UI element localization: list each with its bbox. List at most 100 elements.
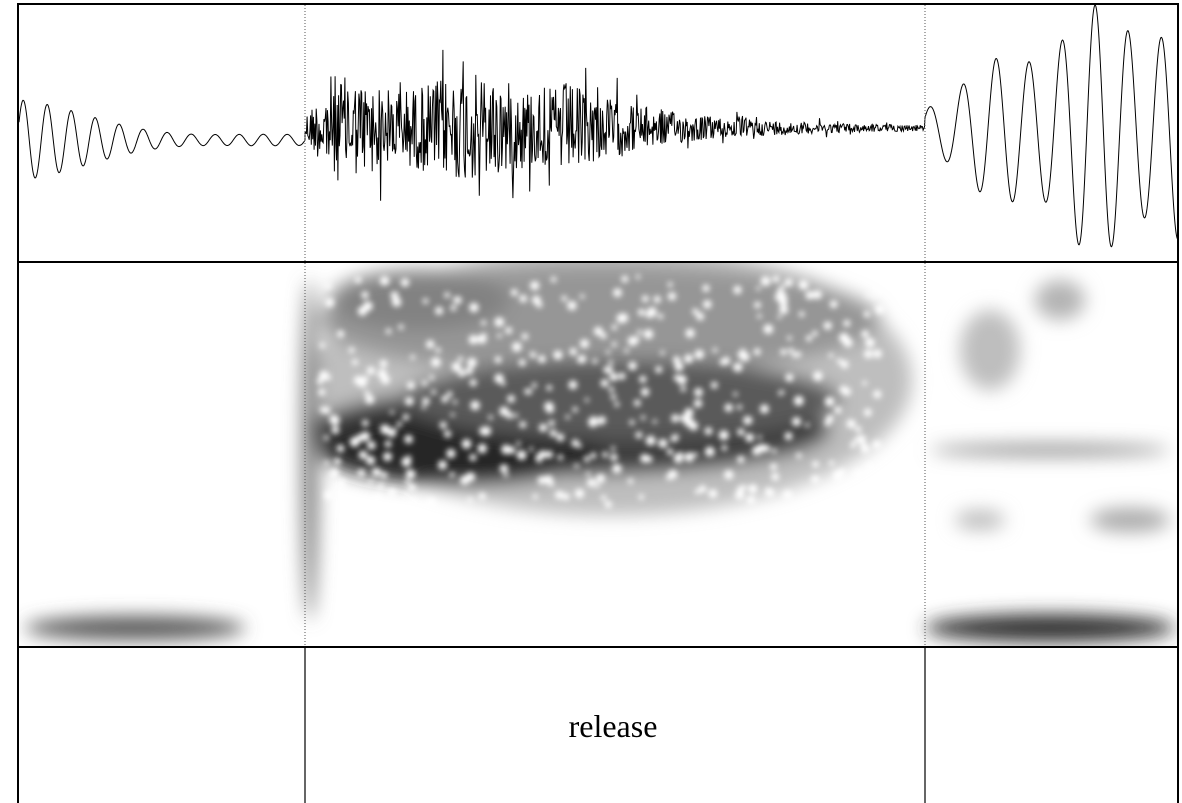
- speckle: [833, 471, 843, 482]
- speckle: [364, 390, 370, 396]
- speckle: [402, 414, 410, 421]
- speckle: [693, 452, 699, 457]
- speckle: [855, 426, 862, 433]
- speckle: [372, 497, 378, 503]
- spectrogram-speckle: [316, 272, 885, 509]
- speckle: [379, 359, 388, 368]
- speckle: [780, 284, 785, 289]
- speckle: [435, 306, 444, 315]
- speckle: [429, 374, 435, 381]
- speckle: [828, 460, 835, 466]
- speckle: [694, 387, 703, 397]
- energy-blob: [930, 444, 1170, 456]
- speckle: [408, 497, 416, 505]
- speckle: [621, 275, 629, 283]
- energy-blob: [955, 510, 1005, 530]
- speckle: [791, 352, 797, 358]
- speckle: [777, 314, 782, 319]
- speckle: [784, 432, 793, 441]
- speckle: [743, 415, 753, 425]
- speckle: [609, 372, 618, 382]
- speckle: [408, 483, 416, 492]
- speckle: [396, 421, 403, 427]
- speckle: [823, 321, 832, 330]
- speckle: [645, 435, 656, 446]
- speckle: [384, 440, 392, 448]
- speckle: [400, 278, 410, 287]
- speckle: [640, 415, 646, 420]
- speckle: [671, 414, 680, 423]
- speckle: [840, 360, 849, 369]
- speckle: [757, 313, 762, 319]
- speckle: [600, 495, 607, 501]
- speckle: [426, 498, 436, 508]
- speckle: [421, 380, 428, 386]
- speckle: [680, 386, 686, 392]
- speckle: [606, 501, 612, 507]
- speckle: [741, 484, 747, 490]
- speckle: [708, 489, 718, 499]
- speckle: [779, 305, 789, 315]
- speckle: [787, 335, 792, 341]
- speckle: [639, 375, 647, 383]
- speckle: [318, 388, 326, 396]
- speckle: [872, 440, 882, 449]
- speckle: [733, 285, 742, 295]
- speckle: [600, 332, 607, 339]
- speckle: [422, 298, 429, 304]
- speckle: [861, 273, 867, 279]
- speckle: [608, 360, 614, 365]
- speckle: [874, 475, 883, 483]
- speckle: [863, 408, 872, 417]
- speckle: [362, 419, 369, 427]
- speckle: [694, 489, 700, 495]
- speckle: [595, 483, 600, 489]
- speckle: [824, 396, 835, 407]
- speckle: [513, 413, 519, 418]
- speckle: [771, 448, 777, 454]
- speckle: [627, 478, 634, 484]
- speckle: [693, 399, 703, 408]
- speckle: [336, 330, 345, 338]
- speckle: [531, 382, 537, 388]
- speckle: [759, 404, 769, 414]
- speckle: [667, 292, 677, 301]
- speckle: [574, 463, 579, 469]
- speckle: [454, 296, 462, 305]
- speckle: [565, 414, 570, 420]
- speckle: [360, 431, 371, 442]
- speckle: [357, 306, 368, 316]
- speckle: [446, 448, 456, 459]
- speckle: [737, 351, 745, 359]
- speckle: [477, 334, 487, 344]
- speckle: [611, 324, 618, 331]
- speckle: [771, 472, 780, 481]
- speckle: [377, 483, 384, 490]
- speckle: [813, 371, 823, 381]
- speckle: [853, 437, 858, 442]
- speckle: [772, 275, 780, 283]
- speckle: [494, 356, 502, 364]
- speckle: [779, 390, 785, 395]
- speckle: [851, 490, 860, 499]
- speckle: [548, 480, 555, 487]
- speckle: [494, 373, 504, 384]
- speckle: [516, 441, 521, 447]
- speckle: [379, 276, 390, 286]
- speckle: [856, 434, 866, 444]
- speckle: [846, 496, 854, 504]
- speckle: [405, 469, 416, 480]
- speckle: [333, 458, 341, 465]
- speckle: [425, 340, 435, 349]
- speckle: [586, 478, 596, 488]
- speckle: [494, 317, 505, 327]
- speckle: [324, 460, 330, 466]
- energy-blob: [330, 270, 510, 330]
- speckle: [537, 476, 546, 485]
- speckle: [329, 468, 339, 478]
- speckle: [666, 448, 674, 456]
- speckle: [437, 460, 448, 470]
- energy-blob: [1090, 508, 1170, 532]
- speckle: [383, 452, 392, 462]
